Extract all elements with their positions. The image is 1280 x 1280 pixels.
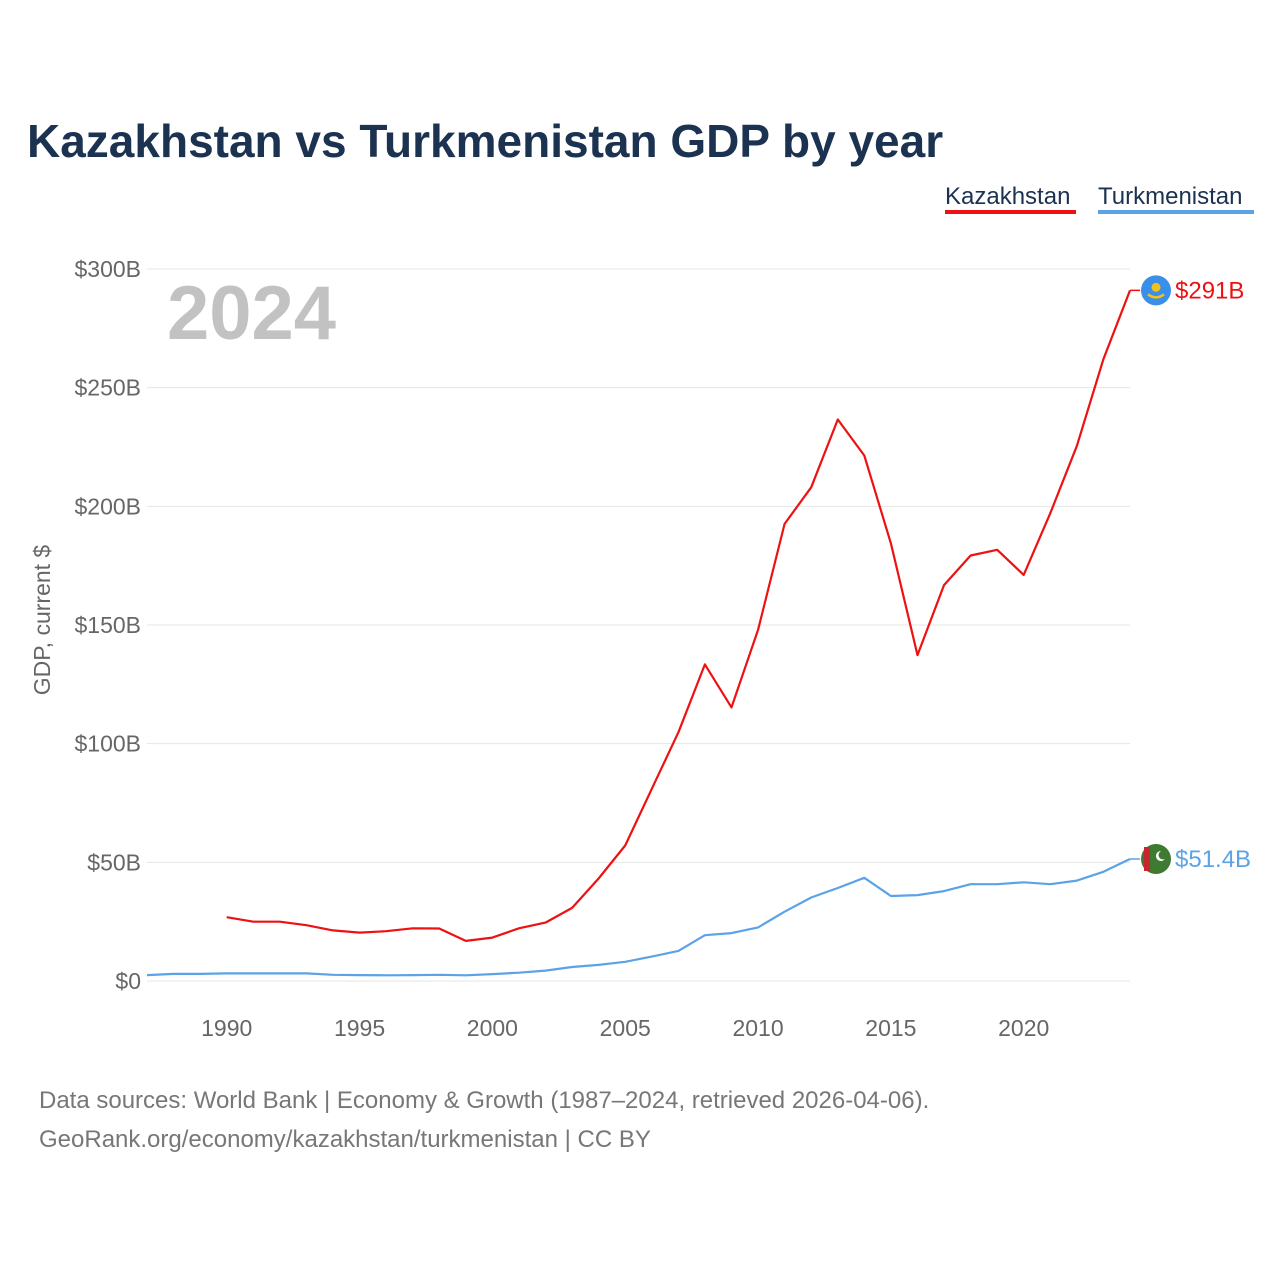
x-tick-label: 2005 [600, 1015, 651, 1041]
legend-item-kazakhstan[interactable]: Kazakhstan [945, 183, 1070, 210]
chart-title: Kazakhstan vs Turkmenistan GDP by year [27, 115, 943, 167]
end-value-label-kazakhstan: $291B [1175, 277, 1244, 304]
series-line-turkmenistan [146, 858, 1131, 977]
end-value-label-turkmenistan: $51.4B [1175, 846, 1251, 873]
year-watermark: 2024 [167, 271, 336, 356]
y-tick-label: $100B [74, 731, 141, 757]
x-tick-label: 2020 [998, 1015, 1049, 1041]
x-tick-label: 2000 [467, 1015, 518, 1041]
x-tick-label: 2015 [865, 1015, 916, 1041]
y-tick-label: $250B [74, 375, 141, 401]
legend-swatch-kazakhstan [945, 210, 1076, 214]
legend: Kazakhstan Turkmenistan [945, 183, 1254, 214]
series-lines [146, 290, 1132, 977]
y-tick-label: $300B [74, 256, 141, 282]
series-line-kazakhstan [226, 290, 1132, 943]
kazakhstan-flag-icon [1141, 275, 1171, 306]
source-line-2[interactable]: GeoRank.org/economy/kazakhstan/turkmenis… [39, 1126, 651, 1153]
y-axis-ticks: $0 $50B $100B $150B $200B $250B $300B [74, 256, 141, 994]
turkmenistan-flag-icon [1141, 844, 1171, 875]
legend-swatch-turkmenistan [1098, 210, 1254, 214]
y-tick-label: $150B [74, 612, 141, 638]
x-tick-label: 1990 [201, 1015, 252, 1041]
legend-item-turkmenistan[interactable]: Turkmenistan [1098, 183, 1243, 210]
y-axis-label: GDP, current $ [29, 545, 55, 696]
end-markers: $291B $51.4B [1130, 275, 1251, 875]
gridlines [147, 268, 1130, 982]
y-tick-label: $50B [87, 849, 141, 875]
x-tick-label: 1995 [334, 1015, 385, 1041]
y-tick-label: $0 [115, 968, 141, 994]
y-tick-label: $200B [74, 493, 141, 519]
source-line-1: Data sources: World Bank | Economy & Gro… [39, 1087, 929, 1114]
x-axis-ticks: 1990 1995 2000 2005 2010 2015 2020 [201, 1015, 1049, 1041]
x-tick-label: 2010 [732, 1015, 783, 1041]
